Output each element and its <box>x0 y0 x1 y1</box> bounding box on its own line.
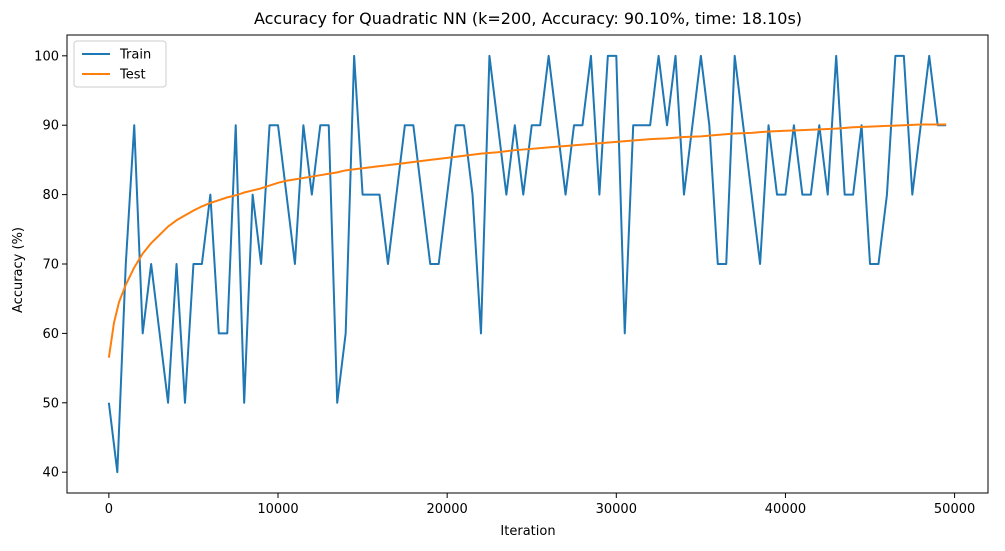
x-tick-label: 30000 <box>596 502 637 517</box>
y-tick-label: 80 <box>42 188 59 203</box>
series-line-test <box>107 123 947 358</box>
y-axis-label: Accuracy (%) <box>11 227 26 313</box>
chart-title: Accuracy for Quadratic NN (k=200, Accura… <box>254 9 802 28</box>
x-tick-label: 10000 <box>257 502 298 517</box>
y-tick-label: 90 <box>42 119 59 134</box>
x-tick-label: 50000 <box>934 502 975 517</box>
legend-box <box>73 40 167 88</box>
x-tick-label: 20000 <box>426 502 467 517</box>
series-line-train <box>107 54 947 474</box>
y-tick-label: 70 <box>42 258 59 273</box>
x-axis-label: Iteration <box>500 524 555 539</box>
y-tick-label: 50 <box>42 396 59 411</box>
x-tick-label: 40000 <box>765 502 806 517</box>
legend-label-train: Train <box>119 48 151 63</box>
y-tick-label: 40 <box>42 466 59 481</box>
plot-area: 0 10000 20000 30000 40000 50000 40 50 60 70 80 90 10… <box>34 34 989 517</box>
x-tick-label: 0 <box>105 502 113 517</box>
y-tick-label: 60 <box>42 327 59 342</box>
legend-label-test: Test <box>119 68 146 83</box>
y-tick-label: 100 <box>34 49 59 64</box>
